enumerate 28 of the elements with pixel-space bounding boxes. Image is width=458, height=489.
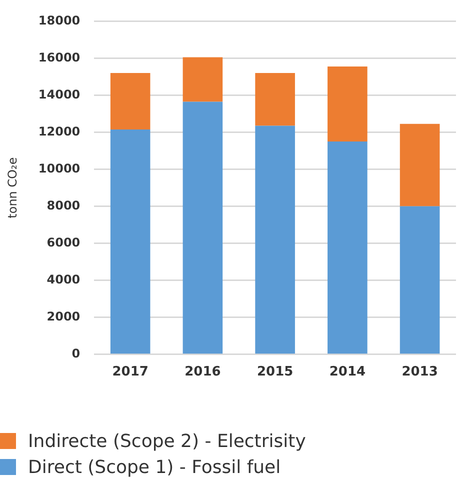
- bar: [328, 142, 368, 354]
- y-tick-label: 18000: [38, 13, 80, 28]
- y-tick-label: 10000: [38, 161, 80, 176]
- x-tick-label: 2016: [184, 364, 221, 380]
- y-axis-title: tonn CO₂e: [5, 157, 20, 218]
- y-tick-label: 2000: [46, 310, 80, 324]
- y-tick-label: 0: [72, 346, 80, 361]
- bar: [182, 102, 223, 354]
- y-tick-label: 8000: [46, 198, 80, 212]
- y-tick-label: 4000: [46, 272, 80, 286]
- x-tick-label: 2015: [256, 364, 294, 380]
- legend-label: Indirecte (Scope 2) - Electrisity: [28, 430, 306, 452]
- bar: [400, 124, 440, 206]
- y-tick-label: 14000: [38, 87, 80, 102]
- bar: [182, 57, 223, 102]
- bar: [110, 129, 150, 354]
- bar: [400, 206, 440, 354]
- bar: [255, 126, 295, 354]
- bar: [110, 73, 150, 130]
- x-tick-label: 2013: [402, 364, 438, 380]
- legend-label: Direct (Scope 1) - Fossil fuel: [28, 456, 281, 478]
- bar: [328, 66, 368, 142]
- y-tick-label: 6000: [46, 235, 80, 250]
- x-tick-label: 2017: [112, 364, 148, 380]
- x-tick-label: 2014: [329, 364, 366, 380]
- y-tick-label: 16000: [38, 50, 80, 64]
- bar: [255, 73, 295, 126]
- y-tick-label: 12000: [38, 124, 80, 138]
